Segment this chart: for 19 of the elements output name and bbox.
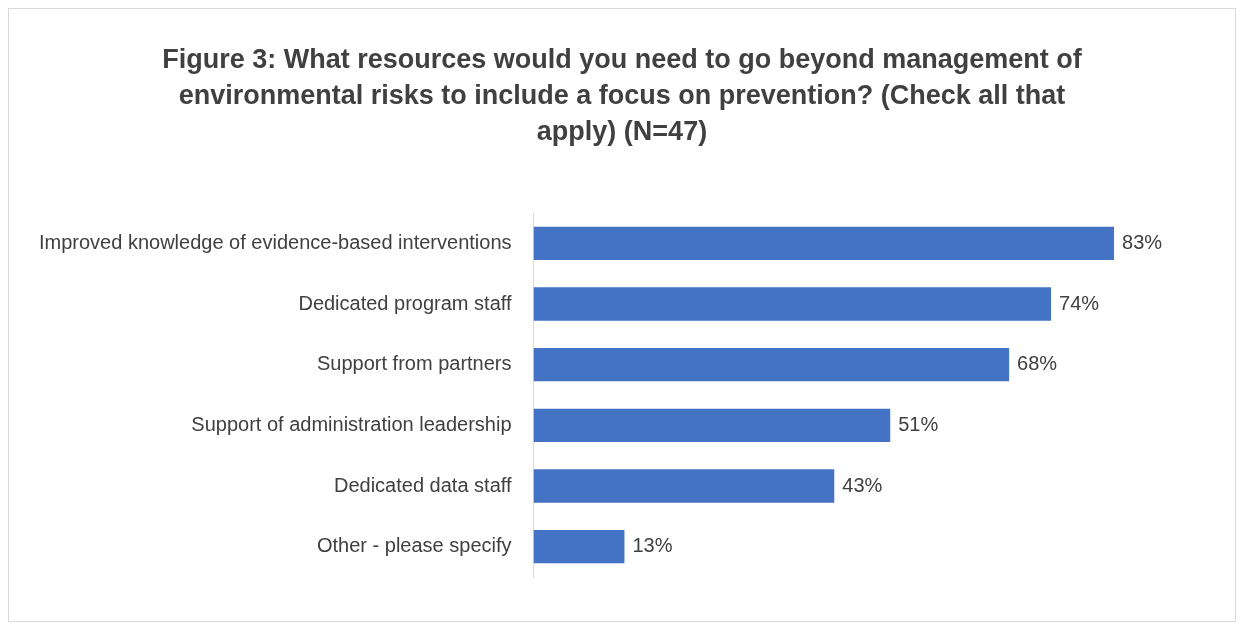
data-label: 51% <box>898 412 939 435</box>
bar <box>533 529 625 564</box>
data-label: 68% <box>1017 352 1058 375</box>
data-label: 83% <box>1122 230 1163 253</box>
bar <box>533 287 1052 321</box>
y-tick-label: Other - please specify <box>316 534 512 557</box>
bar <box>533 408 891 443</box>
y-tick-label: Support from partners <box>316 352 512 375</box>
data-label: 43% <box>842 473 883 496</box>
data-label: 74% <box>1059 291 1100 314</box>
bar <box>533 226 1115 261</box>
y-tick-label: Dedicated data staff <box>333 473 512 496</box>
data-label: 13% <box>632 534 673 557</box>
y-tick-label: Improved knowledge of evidence-based interventions <box>38 230 512 253</box>
chart-title: Figure 3: What resources would you need to go beyond management of environmental risks to include a focus on prevention? (Check all that apply) (N=47) <box>161 43 1083 148</box>
bar <box>533 469 835 503</box>
bar <box>533 347 1010 382</box>
y-tick-label: Support of administration leadership <box>191 412 512 435</box>
y-tick-label: Dedicated program staff <box>298 291 512 314</box>
